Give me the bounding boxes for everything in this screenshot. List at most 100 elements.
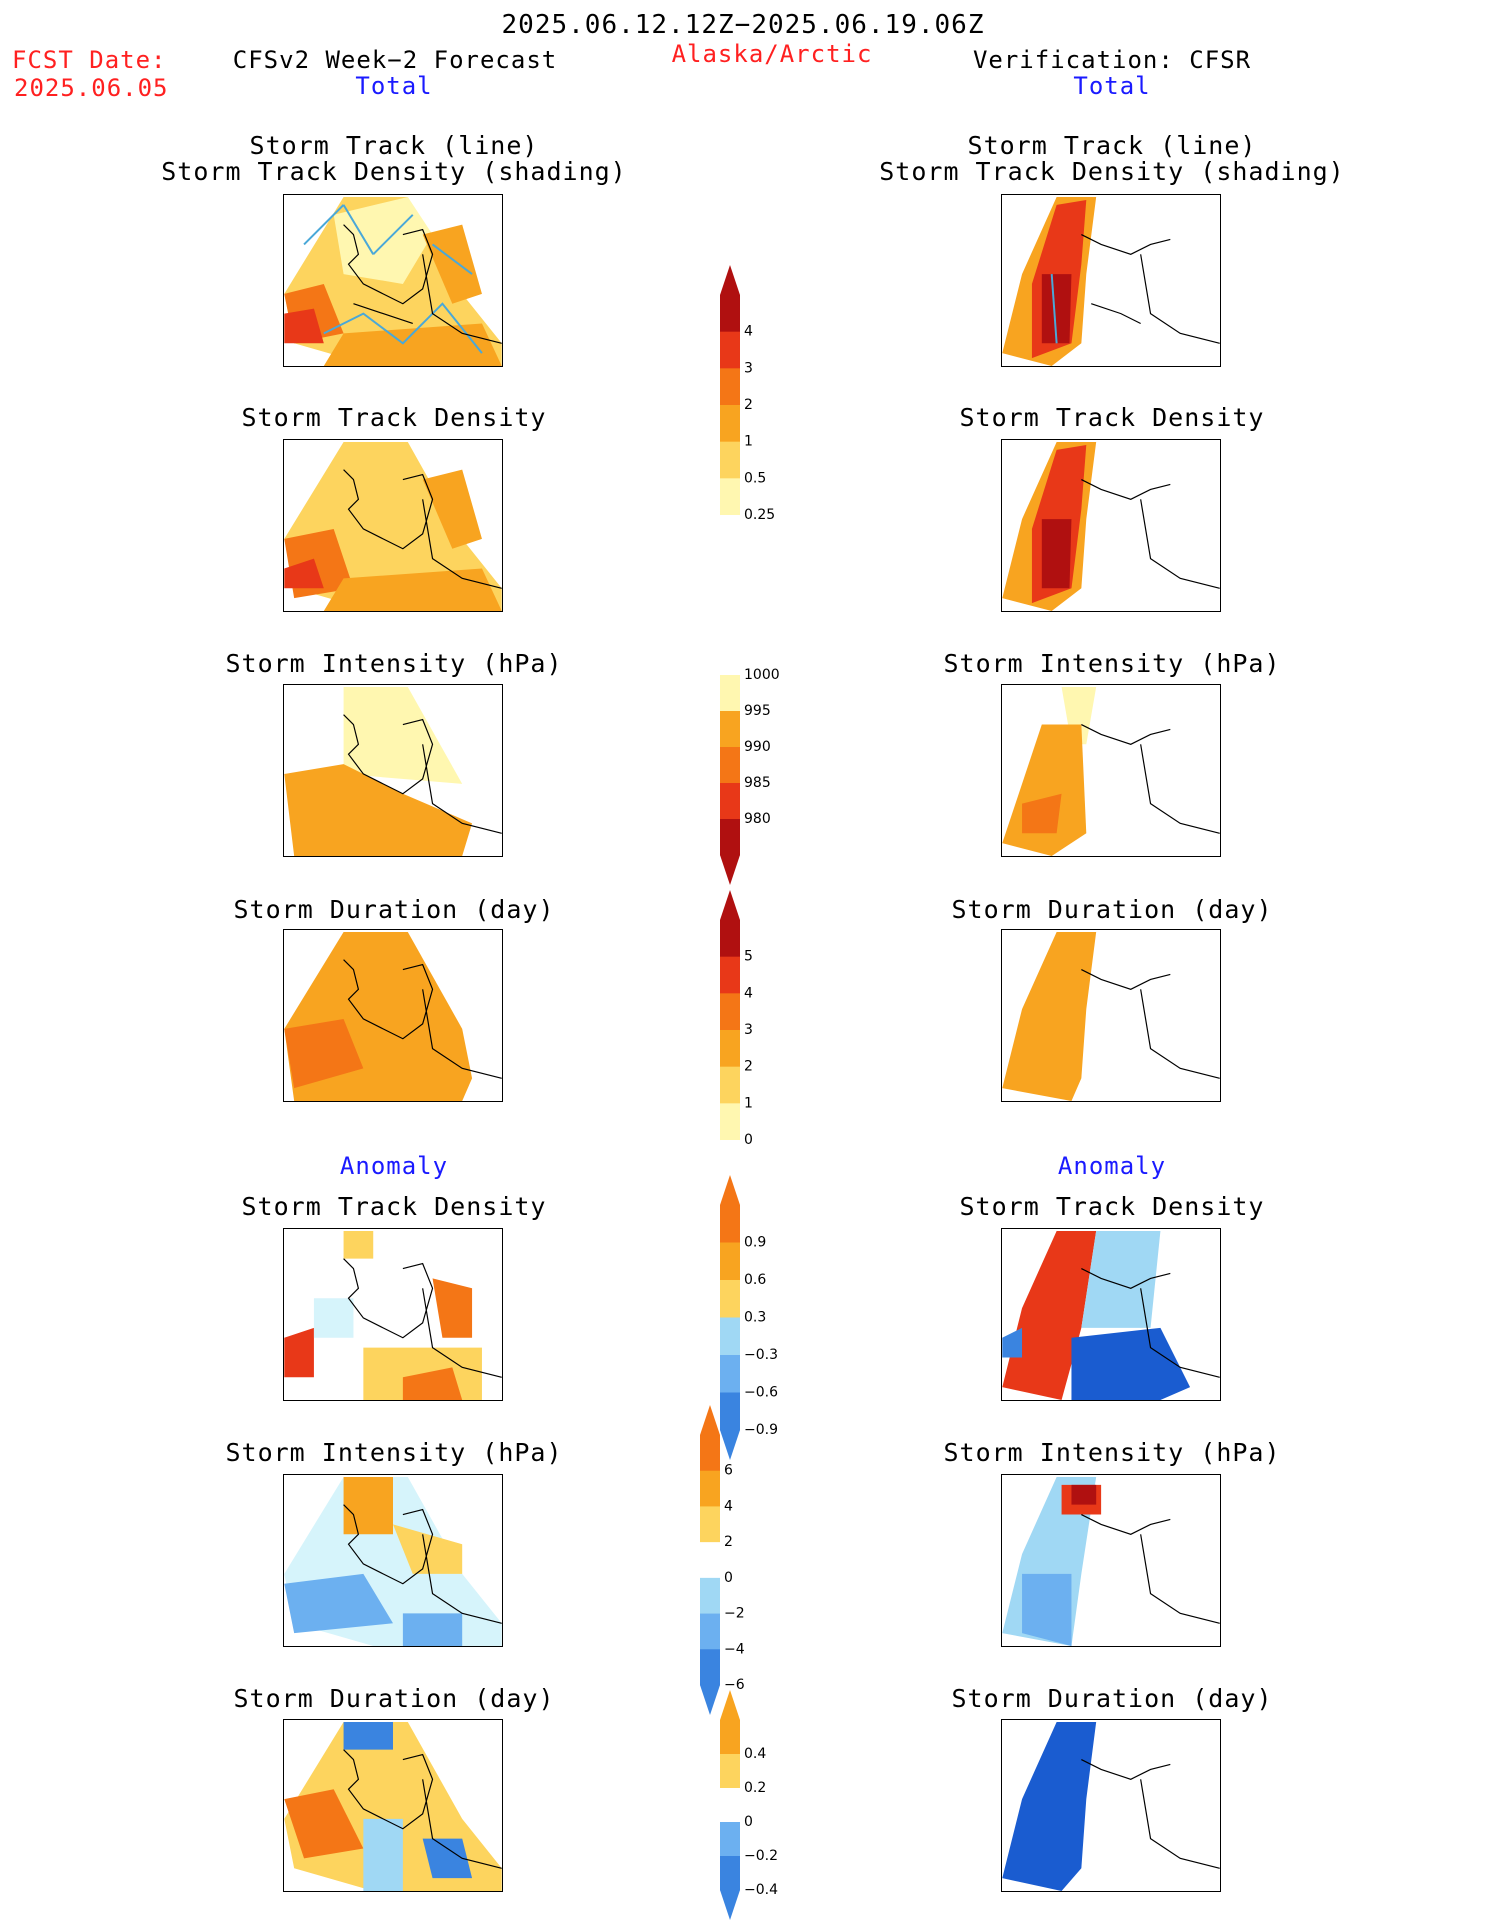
colorbar-segment bbox=[700, 1470, 720, 1507]
anomaly-label-left: Anomaly bbox=[339, 1152, 449, 1180]
colorbar-label: 985 bbox=[744, 775, 771, 791]
colorbar-arrow-top bbox=[720, 265, 740, 295]
colorbar-segment bbox=[720, 1355, 740, 1393]
map-track-verification bbox=[1001, 194, 1221, 367]
colorbar-segment bbox=[720, 1392, 740, 1431]
map-intensity-verification-svg bbox=[1002, 686, 1220, 856]
map-anom-intensity-forecast-svg bbox=[284, 1476, 502, 1646]
colorbar-arrow-bottom bbox=[700, 1685, 720, 1715]
colorbar-segment bbox=[720, 711, 740, 748]
colorbar-arrow-top bbox=[720, 1175, 740, 1205]
colorbar-arrow-top bbox=[720, 1690, 740, 1720]
colorbar-segment bbox=[700, 1506, 720, 1543]
colorbar-label: 0.3 bbox=[744, 1310, 766, 1326]
colorbar-label: 0 bbox=[744, 1132, 753, 1148]
map-anom-duration-verification bbox=[1001, 1719, 1221, 1892]
colorbar-segment bbox=[720, 441, 740, 479]
panel-title-anom-duration-right: Storm Duration (day) bbox=[951, 1684, 1273, 1713]
colorbar-segment bbox=[720, 920, 740, 958]
colorbar-label: 0.9 bbox=[744, 1235, 766, 1251]
colorbar-label: 0 bbox=[724, 1570, 733, 1586]
colorbar-label: 3 bbox=[744, 360, 753, 376]
colorbar-label: 0 bbox=[744, 1814, 753, 1830]
colorbar-label: 0.2 bbox=[744, 1780, 766, 1796]
colorbar-label: 2 bbox=[724, 1534, 733, 1550]
colorbar-label: 990 bbox=[744, 739, 771, 755]
map-track-forecast bbox=[283, 194, 503, 367]
colorbar-segment bbox=[700, 1542, 720, 1579]
panel-title-anom-density-left: Storm Track Density bbox=[241, 1192, 547, 1221]
colorbar-intensity-anom: 6 4 2 0 −2 −4 −6 bbox=[700, 1405, 790, 1715]
colorbar-label: 0.6 bbox=[744, 1272, 766, 1288]
colorbar-segment bbox=[720, 1788, 740, 1823]
panel-title-track-shading-right: Storm Track Density (shading) bbox=[879, 157, 1345, 186]
date-range-title: 2025.06.12.12Z−2025.06.19.06Z bbox=[501, 10, 985, 40]
panel-title-duration-left: Storm Duration (day) bbox=[233, 895, 555, 924]
colorbar-label: 3 bbox=[744, 1022, 753, 1038]
colorbar-label: 2 bbox=[744, 397, 753, 413]
colorbar-duration-anom: 0.4 0.2 0 −0.2 −0.4 bbox=[720, 1690, 810, 1920]
colorbar-label: −0.6 bbox=[744, 1385, 778, 1401]
map-anom-duration-forecast bbox=[283, 1719, 503, 1892]
colorbar-segment bbox=[720, 1242, 740, 1281]
map-duration-verification bbox=[1001, 929, 1221, 1102]
map-track-verification-svg bbox=[1002, 196, 1220, 366]
colorbar-segment bbox=[720, 1317, 740, 1356]
forecast-title: CFSv2 Week−2 Forecast bbox=[232, 46, 558, 74]
map-anom-duration-verification-svg bbox=[1002, 1721, 1220, 1891]
colorbar-label: 6 bbox=[724, 1463, 733, 1479]
panel-title-anom-duration-left: Storm Duration (day) bbox=[233, 1684, 555, 1713]
colorbar-label: 2 bbox=[744, 1059, 753, 1075]
colorbar-segment bbox=[720, 1856, 740, 1891]
colorbar-label: −0.3 bbox=[744, 1347, 778, 1363]
colorbar-label: −0.4 bbox=[744, 1882, 778, 1898]
colorbar-segment bbox=[720, 783, 740, 820]
colorbar-label: −0.9 bbox=[744, 1422, 778, 1438]
colorbar-segment bbox=[720, 747, 740, 784]
map-density-verification bbox=[1001, 439, 1221, 612]
colorbar-label: 995 bbox=[744, 703, 771, 719]
map-anom-duration-forecast-svg bbox=[284, 1721, 502, 1891]
total-label-right: Total bbox=[1073, 72, 1151, 100]
colorbar-segment bbox=[720, 1205, 740, 1243]
panel-title-anom-intensity-left: Storm Intensity (hPa) bbox=[225, 1438, 563, 1467]
colorbar-label: 980 bbox=[744, 811, 771, 827]
fcst-date-value: 2025.06.05 bbox=[14, 74, 169, 102]
colorbar-label: 4 bbox=[744, 985, 753, 1001]
map-anom-density-forecast bbox=[283, 1228, 503, 1401]
colorbar-density-total: 4 3 2 1 0.5 0.25 bbox=[720, 265, 810, 545]
map-anom-density-forecast-svg bbox=[284, 1230, 502, 1400]
panel-title-track-line-right: Storm Track (line) bbox=[967, 131, 1257, 160]
panel-title-duration-right: Storm Duration (day) bbox=[951, 895, 1273, 924]
anomaly-label-right: Anomaly bbox=[1057, 1152, 1167, 1180]
colorbar-arrow-bottom bbox=[720, 1890, 740, 1920]
colorbar-arrow-bottom bbox=[720, 515, 740, 545]
colorbar-label: 0.5 bbox=[744, 470, 766, 486]
colorbar-duration-total: 5 4 3 2 1 0 bbox=[720, 890, 810, 1170]
colorbar-segment bbox=[720, 405, 740, 443]
verification-title: Verification: CFSR bbox=[972, 46, 1252, 74]
colorbar-segment bbox=[720, 1103, 740, 1141]
colorbar-label: 4 bbox=[744, 324, 753, 340]
panel-title-density-left: Storm Track Density bbox=[241, 403, 547, 432]
map-anom-intensity-verification bbox=[1001, 1474, 1221, 1647]
panel-title-track-line-left: Storm Track (line) bbox=[249, 131, 539, 160]
colorbar-segment bbox=[720, 331, 740, 369]
panel-title-intensity-right: Storm Intensity (hPa) bbox=[943, 649, 1281, 678]
map-density-forecast bbox=[283, 439, 503, 612]
colorbar-label: −4 bbox=[724, 1641, 745, 1657]
map-duration-verification-svg bbox=[1002, 931, 1220, 1101]
map-anom-density-verification-svg bbox=[1002, 1230, 1220, 1400]
map-anom-intensity-verification-svg bbox=[1002, 1476, 1220, 1646]
colorbar-label: 4 bbox=[724, 1498, 733, 1514]
colorbar-label: 0.25 bbox=[744, 507, 775, 523]
panel-title-density-right: Storm Track Density bbox=[959, 403, 1265, 432]
fcst-date-label: FCST Date: bbox=[12, 46, 167, 74]
map-duration-forecast bbox=[283, 929, 503, 1102]
colorbar-segment bbox=[720, 368, 740, 406]
colorbar-segment bbox=[700, 1613, 720, 1650]
panel-title-intensity-left: Storm Intensity (hPa) bbox=[225, 649, 563, 678]
colorbar-segment bbox=[720, 993, 740, 1031]
map-density-forecast-svg bbox=[284, 441, 502, 611]
colorbar-segment bbox=[720, 956, 740, 994]
